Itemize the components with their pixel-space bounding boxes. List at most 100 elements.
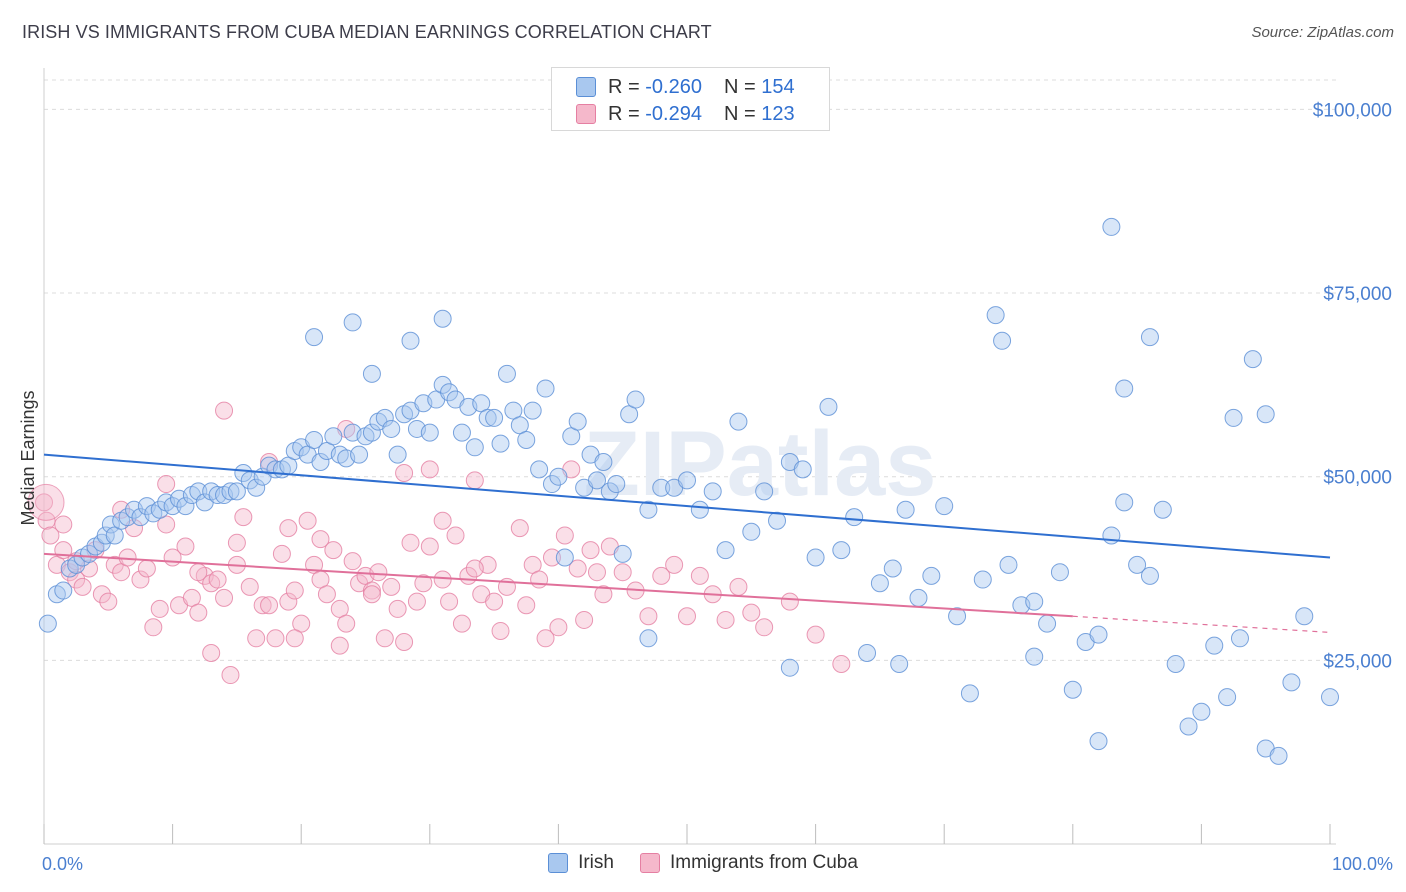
irish-point bbox=[793, 460, 812, 479]
cuba-point bbox=[311, 530, 330, 549]
cuba-point bbox=[54, 515, 73, 534]
cuba-point bbox=[337, 614, 356, 633]
irish-point bbox=[1192, 702, 1211, 721]
cuba-point bbox=[420, 537, 439, 556]
cuba-trend-line bbox=[43, 552, 1073, 618]
irish-point bbox=[1166, 655, 1185, 674]
legend-r-label: R = bbox=[608, 102, 640, 125]
irish-point bbox=[690, 500, 709, 519]
cuba-point bbox=[420, 460, 439, 479]
cuba-point bbox=[742, 603, 761, 622]
cuba-point bbox=[407, 592, 426, 611]
irish-swatch bbox=[548, 853, 569, 873]
cuba-point bbox=[221, 666, 240, 685]
irish-point bbox=[1140, 566, 1159, 585]
irish-point bbox=[362, 364, 381, 383]
y-tick-label: $25,000 bbox=[1323, 651, 1392, 672]
legend-r-value: -0.260 bbox=[645, 75, 702, 98]
cuba-point bbox=[343, 552, 362, 571]
irish-point bbox=[1230, 629, 1249, 648]
source-label: Source: ZipAtlas.com bbox=[1251, 24, 1394, 41]
irish-point bbox=[420, 423, 439, 442]
cuba-point bbox=[690, 566, 709, 585]
irish-point bbox=[973, 570, 992, 589]
irish-point bbox=[350, 445, 369, 464]
cuba-point bbox=[298, 511, 317, 530]
cuba-point bbox=[433, 570, 452, 589]
cuba-point bbox=[189, 563, 208, 582]
cuba-point bbox=[67, 570, 86, 589]
irish-trend-line bbox=[43, 453, 1331, 559]
irish-point bbox=[1224, 408, 1243, 427]
irish-point bbox=[452, 423, 471, 442]
y-tick-label: $75,000 bbox=[1323, 284, 1392, 305]
cuba-point bbox=[395, 464, 414, 483]
watermark: ZIPatlas bbox=[584, 413, 937, 515]
irish-point bbox=[96, 526, 115, 545]
cuba-point bbox=[157, 475, 176, 494]
cuba-point bbox=[208, 570, 227, 589]
cuba-point bbox=[536, 629, 555, 648]
cuba-point bbox=[240, 577, 259, 596]
irish-point bbox=[1321, 688, 1339, 707]
cuba-point bbox=[401, 533, 420, 552]
irish-point bbox=[433, 375, 452, 394]
cuba-point bbox=[382, 577, 401, 596]
irish-point bbox=[607, 475, 626, 494]
irish-point bbox=[993, 331, 1012, 350]
irish-point bbox=[536, 379, 555, 398]
irish-point bbox=[1089, 625, 1108, 644]
irish-point bbox=[890, 655, 909, 674]
cuba-point bbox=[465, 559, 484, 578]
cuba-point bbox=[35, 493, 53, 512]
cuba-point bbox=[253, 596, 272, 615]
irish-point bbox=[755, 482, 774, 501]
cuba-point bbox=[388, 599, 407, 618]
cuba-point bbox=[581, 541, 600, 560]
legend-row-irish: R = -0.260 N = 154 bbox=[576, 75, 795, 99]
irish-point bbox=[485, 408, 504, 427]
irish-point bbox=[587, 471, 606, 490]
irish-point bbox=[729, 412, 748, 431]
cuba-point bbox=[137, 559, 156, 578]
irish-point bbox=[549, 467, 568, 486]
cuba-point bbox=[568, 559, 587, 578]
irish-point bbox=[491, 434, 510, 453]
series-irish-points bbox=[38, 217, 1339, 765]
irish-point bbox=[375, 408, 394, 427]
cuba-point bbox=[652, 566, 671, 585]
irish-point bbox=[639, 500, 658, 519]
cuba-point bbox=[587, 563, 606, 582]
cuba-point bbox=[395, 632, 414, 651]
axes bbox=[43, 68, 1336, 845]
irish-point bbox=[986, 306, 1005, 325]
irish-point bbox=[1038, 614, 1057, 633]
cuba-point bbox=[227, 533, 246, 552]
cuba-point bbox=[73, 577, 92, 596]
irish-point bbox=[542, 475, 561, 494]
cuba-point bbox=[575, 610, 594, 629]
irish-point bbox=[1089, 732, 1108, 751]
cuba-point bbox=[806, 625, 825, 644]
cuba-point bbox=[279, 592, 298, 611]
series-legend: Irish Immigrants from Cuba bbox=[0, 852, 1406, 874]
irish-point bbox=[948, 607, 967, 626]
cuba-point bbox=[414, 574, 433, 593]
y-tick-label: $50,000 bbox=[1323, 468, 1392, 489]
legend-label-cuba: Immigrants from Cuba bbox=[669, 852, 858, 873]
irish-point bbox=[478, 408, 497, 427]
irish-point bbox=[1025, 647, 1044, 666]
cuba-point bbox=[678, 607, 696, 626]
cuba-point bbox=[247, 629, 266, 648]
irish-point bbox=[465, 438, 484, 457]
cuba-point bbox=[131, 570, 150, 589]
irish-point bbox=[703, 482, 722, 501]
cuba-point bbox=[324, 541, 343, 560]
legend-n-label: N = bbox=[723, 75, 756, 98]
irish-point bbox=[227, 482, 246, 501]
cuba-point bbox=[665, 555, 684, 574]
irish-point bbox=[1025, 592, 1044, 611]
irish-point bbox=[1102, 217, 1121, 236]
irish-point bbox=[742, 522, 761, 541]
cuba-point bbox=[639, 607, 658, 626]
